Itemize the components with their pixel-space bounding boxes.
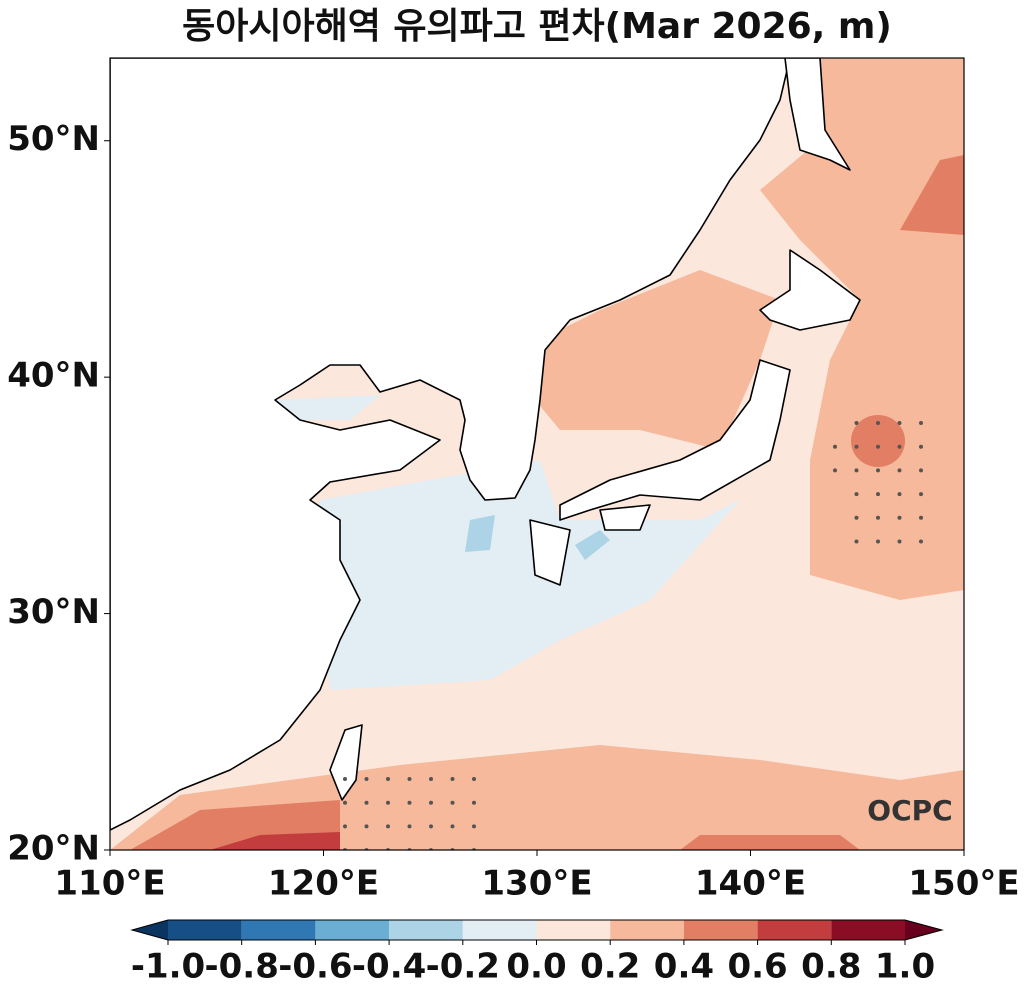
dot (472, 800, 476, 805)
dot (472, 777, 476, 781)
land (559, 359, 791, 521)
colorbar-bin (757, 920, 832, 940)
dot (833, 468, 837, 473)
dot (897, 492, 902, 497)
land (784, 58, 851, 171)
y-tick-label: 20°N (7, 829, 100, 869)
colorbar-tick-label: 1.0 (875, 947, 935, 987)
colorbar-bin (389, 920, 463, 940)
dot (364, 777, 369, 781)
y-tick-label: 50°N (7, 119, 100, 159)
dot (876, 515, 880, 520)
dot (919, 444, 923, 449)
land (759, 249, 861, 331)
colorbar-over (905, 920, 942, 940)
dot (407, 824, 412, 829)
dot (386, 777, 390, 781)
dot (897, 421, 902, 425)
dot (876, 421, 880, 425)
y-tick-label: 30°N (7, 592, 100, 632)
dot (876, 468, 880, 473)
land (110, 58, 791, 831)
colorbar-bin (683, 920, 758, 940)
colorbar-tick-label: -0.8 (205, 947, 279, 987)
colorbar-tick-label: -0.6 (278, 947, 352, 987)
dot (854, 421, 859, 425)
colorbar-bin (462, 920, 537, 940)
x-tick-label: 130°E (481, 864, 592, 904)
dot (854, 444, 859, 449)
y-tick-label: 40°N (7, 356, 100, 396)
colorbar-tick-label: -0.2 (426, 947, 500, 987)
dot (833, 444, 837, 449)
dot (429, 777, 433, 781)
colorbar-tick-label: 0.2 (580, 947, 640, 987)
dot (343, 800, 347, 805)
dot (429, 824, 433, 829)
dot (450, 800, 455, 805)
dot (854, 468, 859, 473)
dot (429, 800, 433, 805)
colorbar-bin (610, 920, 684, 940)
positive-anomaly (110, 58, 964, 850)
map-area: OCPC (110, 58, 964, 850)
dot (854, 515, 859, 520)
dot (472, 824, 476, 829)
dot (919, 468, 923, 473)
dot (343, 824, 347, 829)
colorbar-tick-label: 0.0 (506, 947, 566, 987)
dot (386, 800, 390, 805)
title: 동아시아해역 유의파고 편차(Mar 2026, m) (182, 6, 892, 47)
dot (876, 539, 880, 544)
dot (897, 539, 902, 544)
colorbar-bin (241, 920, 316, 940)
land (329, 724, 363, 801)
dot (876, 444, 880, 449)
dot (364, 800, 369, 805)
dot (919, 515, 923, 520)
colorbar-bin (536, 920, 611, 940)
negative-anomaly (275, 58, 900, 690)
x-tick-label: 140°E (695, 864, 806, 904)
dot (854, 539, 859, 544)
dot (919, 539, 923, 544)
dot (450, 824, 455, 829)
colorbar-bin (168, 920, 242, 940)
positive-anomaly (851, 415, 905, 467)
significance-dots (343, 421, 923, 850)
dot (343, 777, 347, 781)
colorbar-bin (831, 920, 905, 940)
dot (450, 777, 455, 781)
negative-anomaly (465, 515, 610, 560)
x-tick-label: 110°E (54, 864, 165, 904)
land (529, 504, 651, 586)
dot (407, 777, 412, 781)
colorbar-tick-label: -0.4 (352, 947, 426, 987)
dot (364, 824, 369, 829)
dot (876, 492, 880, 497)
colorbar-bin (315, 920, 390, 940)
colorbar-under (132, 920, 168, 940)
dot (897, 515, 902, 520)
dot (897, 468, 902, 473)
logo: OCPC (867, 794, 952, 827)
x-tick-label: 150°E (908, 864, 1019, 904)
dot (386, 824, 390, 829)
dot (854, 492, 859, 497)
dot (919, 421, 923, 425)
positive-anomaly (210, 832, 340, 850)
dot (897, 444, 902, 449)
colorbar-tick-label: 0.8 (801, 947, 861, 987)
dot (919, 492, 923, 497)
colorbar-tick-label: -1.0 (131, 947, 205, 987)
x-tick-label: 120°E (268, 864, 379, 904)
colorbar-tick-label: 0.4 (654, 947, 714, 987)
dot (407, 800, 412, 805)
colorbar-tick-label: 0.6 (727, 947, 787, 987)
